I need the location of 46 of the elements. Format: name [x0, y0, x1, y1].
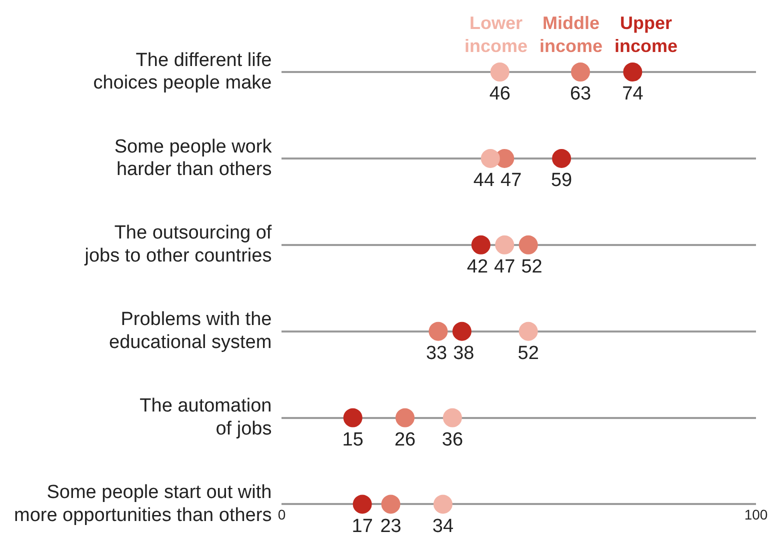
point: [490, 62, 510, 82]
y-tick-label: Some people work harder than others: [114, 136, 272, 180]
point: [471, 235, 490, 254]
data-label: 36: [442, 429, 464, 450]
point: [552, 148, 572, 168]
data-label: 47: [494, 256, 516, 278]
data-label: 34: [432, 516, 454, 537]
point: [623, 62, 642, 82]
data-label: 38: [453, 343, 474, 364]
data-label: 26: [394, 429, 416, 450]
data-label: 42: [466, 256, 488, 278]
data-label: 59: [550, 170, 572, 192]
x-tick-label: 100: [744, 506, 768, 522]
point: [352, 494, 372, 514]
data-label: 23: [380, 516, 402, 537]
y-tick-label: Problems with the educational system: [109, 309, 272, 353]
point: [396, 408, 415, 428]
y-tick-label: Some people start out with more opportunities than others: [14, 482, 272, 526]
series-label: Middle income: [540, 13, 603, 56]
point: [495, 235, 514, 254]
data-label: 17: [352, 516, 373, 537]
data-label: 52: [518, 343, 539, 364]
data-label: 52: [521, 256, 542, 278]
series-label: Lower income: [464, 13, 528, 56]
y-tick-label: The different life choices people make: [93, 50, 272, 94]
point: [442, 408, 462, 428]
data-label: 33: [426, 343, 448, 364]
data-label: 46: [489, 84, 510, 105]
data-label: 74: [622, 84, 644, 105]
point: [343, 408, 362, 428]
data-label: 47: [500, 170, 522, 192]
y-tick-label: The automation of jobs: [140, 396, 272, 440]
point: [518, 322, 538, 341]
y-tick-label: The outsourcing of jobs to other countries: [84, 222, 272, 267]
point: [518, 235, 538, 254]
x-tick-label: 0: [278, 506, 286, 522]
point: [480, 148, 500, 168]
point: [433, 494, 452, 514]
point: [452, 322, 472, 341]
series-label: Upper income: [614, 13, 678, 56]
data-label: 44: [473, 170, 495, 192]
point: [428, 322, 448, 341]
data-label: 15: [342, 429, 364, 450]
point: [571, 62, 590, 82]
point: [381, 494, 400, 514]
data-label: 63: [570, 84, 592, 105]
